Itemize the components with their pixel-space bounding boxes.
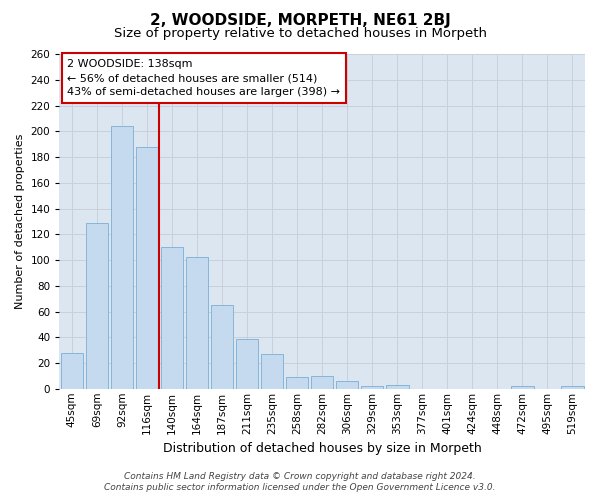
- Bar: [361, 386, 383, 389]
- X-axis label: Distribution of detached houses by size in Morpeth: Distribution of detached houses by size …: [163, 442, 482, 455]
- Text: Contains HM Land Registry data © Crown copyright and database right 2024.
Contai: Contains HM Land Registry data © Crown c…: [104, 472, 496, 492]
- Bar: [561, 386, 584, 389]
- Bar: [136, 146, 158, 389]
- Text: Size of property relative to detached houses in Morpeth: Size of property relative to detached ho…: [113, 28, 487, 40]
- Bar: [386, 385, 409, 389]
- Bar: [261, 354, 283, 389]
- Text: 2 WOODSIDE: 138sqm
← 56% of detached houses are smaller (514)
43% of semi-detach: 2 WOODSIDE: 138sqm ← 56% of detached hou…: [67, 59, 340, 97]
- Bar: [211, 305, 233, 389]
- Bar: [511, 386, 533, 389]
- Bar: [336, 381, 358, 389]
- Bar: [311, 376, 334, 389]
- Text: 2, WOODSIDE, MORPETH, NE61 2BJ: 2, WOODSIDE, MORPETH, NE61 2BJ: [149, 12, 451, 28]
- Bar: [110, 126, 133, 389]
- Bar: [161, 247, 183, 389]
- Bar: [236, 338, 259, 389]
- Y-axis label: Number of detached properties: Number of detached properties: [15, 134, 25, 309]
- Bar: [61, 352, 83, 389]
- Bar: [286, 377, 308, 389]
- Bar: [186, 258, 208, 389]
- Bar: [86, 222, 108, 389]
